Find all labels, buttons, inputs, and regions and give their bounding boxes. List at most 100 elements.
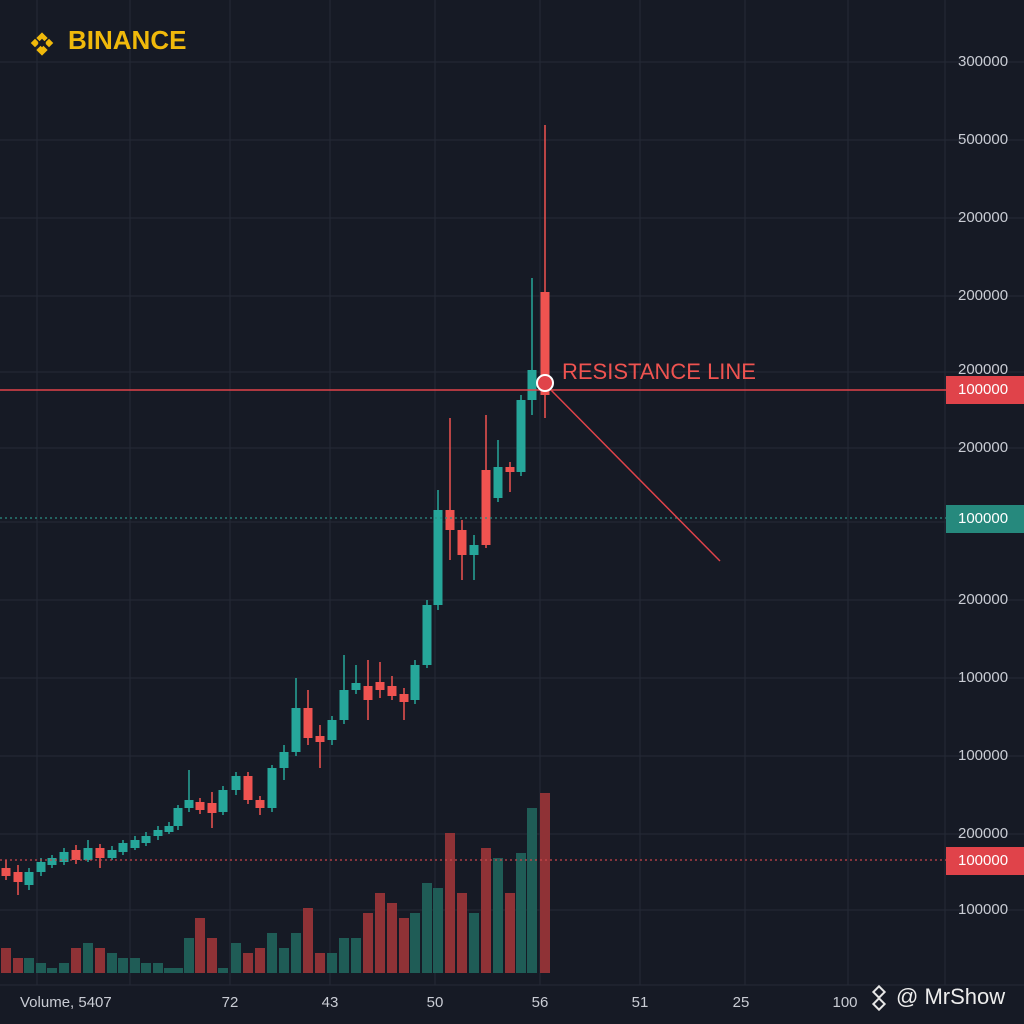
volume-bar (327, 953, 337, 973)
candle-body (24, 872, 34, 885)
candle-body (243, 776, 253, 800)
candle-body (516, 400, 526, 472)
candle-body (327, 720, 337, 740)
candle-body (457, 530, 467, 555)
candle-body (540, 292, 550, 395)
volume-bar (279, 948, 289, 973)
brand: BINANCE (68, 25, 186, 55)
candle-body (303, 708, 313, 738)
candle-body (83, 848, 93, 860)
time-label: 50 (427, 994, 444, 1011)
volume-bar (173, 968, 183, 973)
candle-body (118, 843, 128, 852)
price-label: 200000 (958, 825, 1008, 842)
candle-body (95, 848, 105, 858)
badge: 100000 (958, 852, 1008, 869)
candle-body (505, 467, 515, 472)
volume-bar (243, 953, 253, 973)
watermark: @ MrShow (896, 984, 1005, 1009)
candle-body (71, 850, 81, 860)
price-label: 100000 (958, 901, 1008, 918)
volume-bar (1, 948, 11, 973)
candle-body (469, 545, 479, 555)
volume-bar (59, 963, 69, 973)
volume-bar (195, 918, 205, 973)
candle-body (351, 683, 361, 690)
candle-body (130, 840, 140, 848)
candle-body (291, 708, 301, 752)
volume-bar (433, 888, 443, 973)
candle-body (410, 665, 420, 700)
volume-bar (184, 938, 194, 973)
volume-bar (164, 968, 174, 973)
volume-bar (527, 808, 537, 973)
candle-body (164, 826, 174, 832)
candle-body (47, 858, 57, 865)
watermark-icon (871, 984, 887, 1012)
price-label: 200000 (958, 439, 1008, 456)
volume-bar (141, 963, 151, 973)
candle-body (493, 467, 503, 498)
candle-body (387, 686, 397, 696)
volume-bar (422, 883, 432, 973)
price-label: 100000 (958, 747, 1008, 764)
candle-body (153, 830, 163, 836)
volume-bar (469, 913, 479, 973)
volume-bar (540, 793, 550, 973)
volume-bar (351, 938, 361, 973)
volume-bar (231, 943, 241, 973)
volume-bar (95, 948, 105, 973)
price-label: 200000 (958, 361, 1008, 378)
volume-bar (218, 968, 228, 973)
volume-bar (267, 933, 277, 973)
badge: 100000 (958, 381, 1008, 398)
price-label: 200000 (958, 287, 1008, 304)
time-label: Volume, 5407 (20, 994, 112, 1011)
volume-bar (410, 913, 420, 973)
volume-bar (24, 958, 34, 973)
price-label: 100000 (958, 669, 1008, 686)
candle-body (184, 800, 194, 808)
candle-body (433, 510, 443, 605)
candle-body (339, 690, 349, 720)
volume-bar (71, 948, 81, 973)
candle-body (399, 694, 409, 702)
volume-bar (107, 953, 117, 973)
volume-bar (291, 933, 301, 973)
badge: 100000 (958, 510, 1008, 527)
candle-body (375, 682, 385, 690)
volume-bar (315, 953, 325, 973)
time-label: 72 (222, 994, 239, 1011)
candle-body (207, 803, 217, 813)
volume-bars (1, 793, 550, 973)
price-label: 300000 (958, 53, 1008, 70)
candle-body (1, 868, 11, 876)
badge-bg (946, 847, 1024, 875)
candle-body (107, 850, 117, 858)
candle-body (13, 872, 23, 882)
volume-bar (47, 968, 57, 973)
logo-icon (30, 32, 54, 56)
candle-body (231, 776, 241, 790)
candle-body (445, 510, 455, 530)
candle-body (255, 800, 265, 808)
volume-bar (153, 963, 163, 973)
resistance-point (536, 374, 554, 392)
volume-bar (303, 908, 313, 973)
candle-body (36, 862, 46, 872)
volume-bar (445, 833, 455, 973)
candle-body (363, 686, 373, 700)
candle-body (173, 808, 183, 826)
time-label: 25 (733, 994, 750, 1011)
volume-bar (83, 943, 93, 973)
volume-bar (130, 958, 140, 973)
candle-body (59, 852, 69, 862)
candle-body (481, 470, 491, 545)
trend-line (546, 385, 721, 562)
price-label: 200000 (958, 209, 1008, 226)
volume-bar (457, 893, 467, 973)
candle-body (279, 752, 289, 768)
